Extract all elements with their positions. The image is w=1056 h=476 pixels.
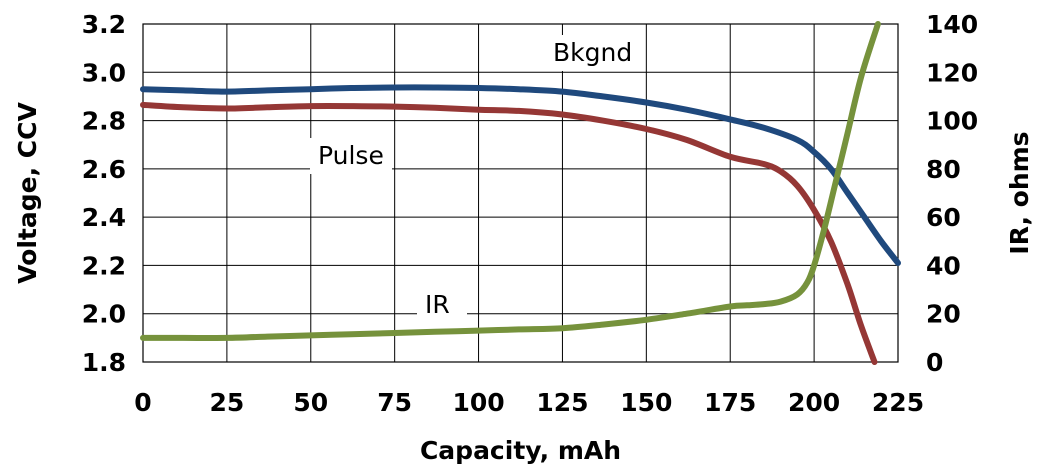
plot-area — [142, 23, 899, 363]
y2-tick-label: 40 — [926, 251, 961, 280]
ir-series-line — [140, 21, 881, 341]
y2-axis-title: IR, ohms — [1005, 131, 1034, 254]
grid — [142, 23, 899, 363]
y-tick-label: 1.8 — [82, 348, 126, 377]
x-axis-ticks: 0 25 50 75 100 125 150 175 200 225 — [134, 388, 924, 417]
x-tick-label: 125 — [536, 388, 588, 417]
x-axis-title: Capacity, mAh — [420, 436, 621, 465]
bkgnd-series-label: Bkgnd — [553, 38, 632, 67]
y2-tick-label: 120 — [926, 58, 978, 87]
y2-tick-label: 60 — [926, 203, 961, 232]
y2-axis-ticks: 0 20 40 60 80 100 120 140 — [926, 10, 978, 377]
bkgnd-label-background — [545, 35, 642, 71]
y2-tick-label: 140 — [926, 10, 978, 39]
y2-tick-label: 0 — [926, 348, 943, 377]
x-tick-label: 50 — [293, 388, 328, 417]
y-tick-label: 2.6 — [82, 155, 126, 184]
y-tick-label: 3.0 — [82, 58, 126, 87]
y-tick-label: 2.4 — [82, 203, 126, 232]
x-tick-label: 225 — [872, 388, 924, 417]
series-group — [140, 21, 901, 365]
pulse-series-label: Pulse — [318, 141, 384, 170]
y-tick-label: 3.2 — [82, 10, 126, 39]
ir-label-background — [417, 287, 467, 323]
x-tick-label: 150 — [620, 388, 672, 417]
pulse-label-background — [310, 138, 392, 174]
y-axis-ticks: 1.8 2.0 2.2 2.4 2.6 2.8 3.0 3.2 — [82, 10, 126, 377]
y2-tick-label: 80 — [926, 155, 961, 184]
x-tick-label: 0 — [134, 388, 151, 417]
y-tick-label: 2.8 — [82, 107, 126, 136]
x-tick-label: 75 — [377, 388, 412, 417]
x-tick-label: 200 — [788, 388, 840, 417]
ir-series-label: IR — [425, 290, 450, 319]
y2-tick-label: 100 — [926, 107, 978, 136]
x-tick-label: 100 — [452, 388, 504, 417]
y2-tick-label: 20 — [926, 300, 961, 329]
x-tick-label: 25 — [209, 388, 244, 417]
y-tick-label: 2.0 — [82, 300, 126, 329]
series-labels: Bkgnd Pulse IR — [310, 35, 642, 323]
pulse-series-line — [140, 101, 878, 365]
x-tick-label: 175 — [704, 388, 756, 417]
y-tick-label: 2.2 — [82, 251, 126, 280]
y-axis-title: Voltage, CCV — [13, 102, 42, 284]
